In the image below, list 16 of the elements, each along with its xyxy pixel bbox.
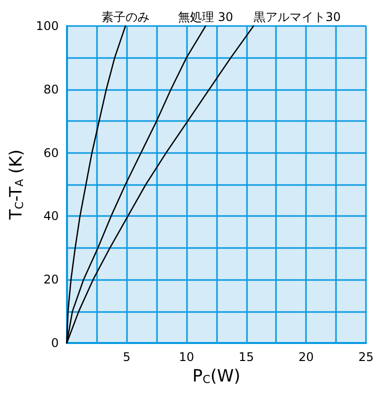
y-tick-label: 80 — [44, 82, 59, 96]
x-tick-label: 20 — [298, 350, 314, 364]
series-label: 素子のみ — [101, 10, 150, 24]
x-tick-label: 5 — [122, 350, 130, 364]
x-tick-label: 25 — [358, 350, 374, 364]
y-axis-title: TC-TA (K) — [6, 149, 26, 221]
x-tick-label: 10 — [178, 350, 194, 364]
x-axis-title: PC(W) — [192, 366, 240, 386]
y-tick-label: 60 — [44, 146, 59, 160]
y-tick-label: 100 — [36, 19, 59, 33]
series-label: 黒アルマイト30 — [254, 10, 341, 24]
y-tick-label: 0 — [51, 336, 59, 350]
y-tick-label: 40 — [44, 209, 59, 224]
y-tick-label: 20 — [44, 272, 59, 287]
x-tick-label: 15 — [238, 350, 254, 364]
series-label: 無処理 30 — [178, 10, 234, 24]
